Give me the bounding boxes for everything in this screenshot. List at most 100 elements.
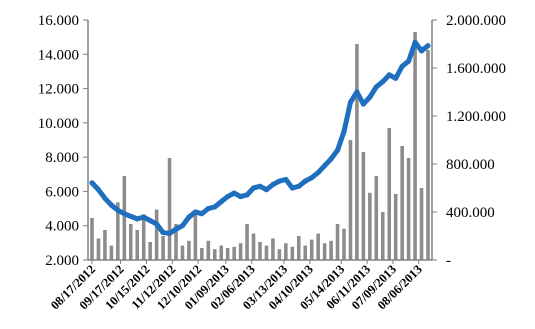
volume-bars (90, 32, 430, 260)
volume-bar (212, 249, 217, 260)
price-point (289, 185, 295, 191)
volume-bar (245, 224, 249, 260)
price-point (89, 180, 95, 186)
price-point (283, 176, 289, 183)
price-point (354, 89, 360, 95)
volume-bar (309, 239, 314, 260)
left-tick-label: 6.000 (45, 184, 79, 200)
price-point (121, 211, 127, 217)
left-tick-label: 14.000 (38, 47, 79, 63)
price-point (108, 202, 114, 208)
price-point (347, 99, 354, 105)
price-point (380, 79, 386, 85)
price-point (212, 204, 218, 210)
price-point (257, 183, 263, 189)
volume-bar (167, 158, 172, 260)
right-tick-label: 800.000 (446, 157, 495, 173)
volume-bar (225, 248, 230, 260)
price-point (406, 58, 412, 64)
left-tick-label: 4.000 (45, 219, 79, 235)
price-point (334, 147, 341, 153)
price-point (296, 183, 302, 189)
volume-bar (232, 246, 236, 260)
left-tick-label: 2.000 (45, 253, 79, 269)
price-point (399, 63, 405, 69)
price-point (102, 195, 108, 201)
price-point (154, 221, 160, 227)
price-point (373, 84, 379, 90)
price-point (238, 193, 244, 200)
volume-bar (148, 242, 152, 260)
volume-bar (277, 249, 282, 260)
volume-bar (116, 202, 120, 260)
axes (83, 19, 437, 264)
volume-bar (406, 158, 411, 260)
volume-bar (335, 224, 340, 260)
volume-bar (180, 245, 185, 260)
volume-bar (154, 209, 159, 260)
price-point (367, 94, 373, 100)
right-tick-label: 1.600.000 (446, 61, 506, 77)
volume-bar (219, 245, 224, 260)
volume-bar (355, 44, 359, 260)
volume-bar (251, 233, 256, 260)
volume-bar (348, 140, 353, 260)
price-point (147, 217, 153, 224)
price-point (186, 214, 192, 220)
price-point (115, 207, 121, 213)
price-point (276, 178, 282, 184)
left-tick-label: 8.000 (45, 150, 79, 166)
price-point (412, 39, 418, 45)
right-tick-label: 1.200.000 (446, 109, 506, 125)
price-point (386, 72, 392, 78)
volume-bar (206, 240, 211, 260)
price-point (418, 48, 425, 54)
volume-bar (316, 233, 320, 260)
volume-bar (109, 245, 114, 260)
price-point (166, 230, 173, 237)
volume-bar (413, 32, 417, 260)
price-point (425, 43, 431, 49)
left-tick-label: 10.000 (38, 116, 79, 132)
volume-bar (426, 50, 430, 260)
right-tick-label: 400.000 (446, 205, 495, 221)
price-point (309, 175, 315, 181)
volume-bar (258, 242, 262, 260)
price-point (393, 75, 399, 81)
price-point (231, 190, 237, 196)
volume-bar (361, 152, 366, 260)
volume-bar (200, 248, 204, 260)
volume-bar (141, 214, 146, 260)
price-point (205, 205, 211, 212)
volume-bar (161, 236, 165, 260)
volume-bar (187, 240, 191, 260)
price-point (322, 163, 328, 169)
volume-bar (419, 188, 424, 260)
right-tick-label: 2.000.000 (446, 13, 506, 29)
volume-bar (342, 228, 346, 260)
price-point (225, 193, 231, 200)
volume-bar (103, 230, 107, 260)
price-point (179, 223, 186, 229)
price-point (141, 214, 147, 220)
left-tick-label: 16.000 (38, 13, 79, 29)
price-point (315, 169, 321, 176)
volume-bar (193, 214, 198, 260)
volume-bar (90, 218, 94, 260)
volume-bar (238, 243, 243, 260)
price-point (270, 181, 276, 188)
price-point (199, 211, 205, 217)
price-point (173, 226, 179, 232)
tick-labels: 2.000 4.000 6.000 8.000 10.000 12.000 14.000 16… (38, 13, 506, 312)
volume-bar (290, 246, 295, 260)
volume-bar (329, 240, 333, 260)
price-line (89, 39, 431, 237)
volume-bar (400, 146, 404, 260)
left-tick-label: 12.000 (38, 82, 79, 98)
volume-bar (264, 245, 269, 260)
price-point (341, 128, 347, 135)
price-point (128, 213, 134, 219)
right-tick-label: - (446, 253, 451, 269)
